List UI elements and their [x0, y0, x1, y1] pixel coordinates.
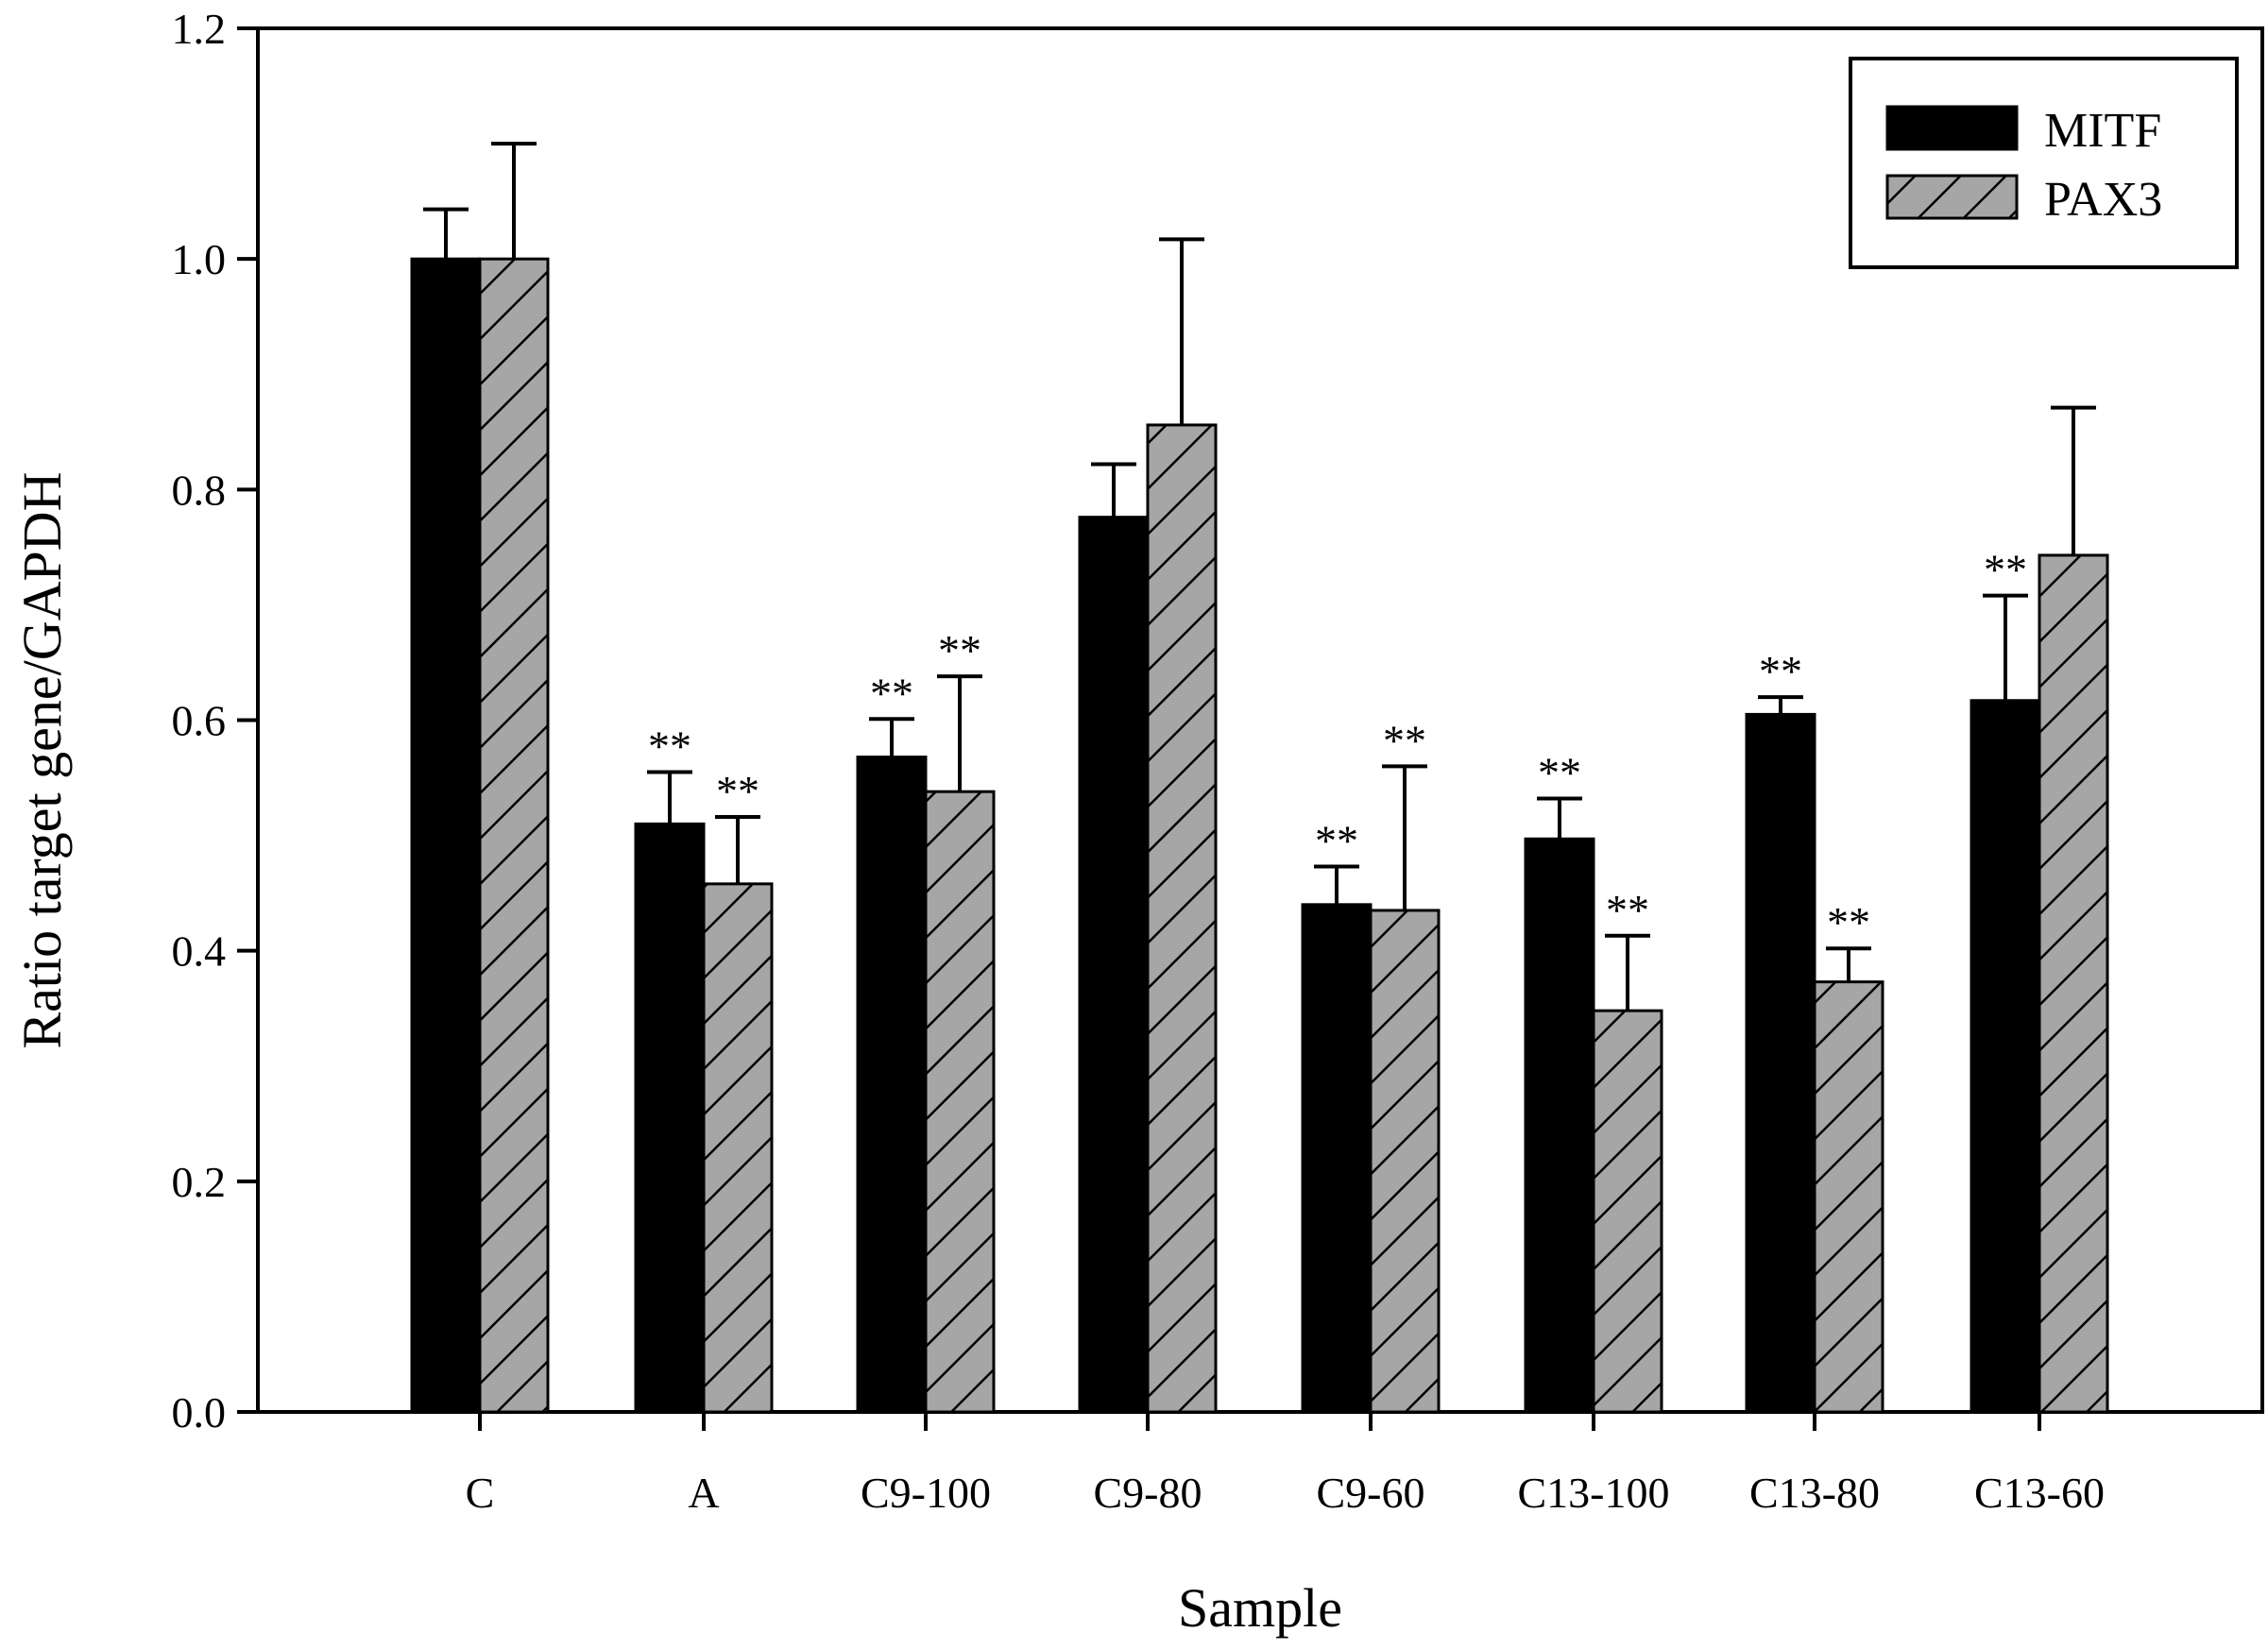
significance-label-pax3: ** — [1827, 898, 1870, 946]
y-tick-label: 0.2 — [172, 1158, 227, 1206]
significance-label-mitf: ** — [1538, 749, 1581, 797]
y-tick-label: 1.2 — [172, 5, 227, 53]
x-axis: C A C9-100 C9-80 C9-60 C13-100 C13-80 C13-60 — [466, 1412, 2105, 1517]
x-tick-label: C9-100 — [861, 1469, 991, 1517]
significance-label-pax3: ** — [1606, 886, 1649, 934]
legend-label-pax3: PAX3 — [2044, 173, 2162, 227]
x-tick-label: C9-80 — [1094, 1469, 1202, 1517]
y-tick-label: 1.0 — [172, 235, 227, 283]
bar-mitf — [1301, 903, 1373, 1414]
y-tick-label: 0.6 — [172, 697, 227, 745]
x-tick-label: A — [688, 1469, 719, 1517]
significance-label-pax3: ** — [1383, 716, 1426, 764]
significance-label-mitf: ** — [648, 722, 691, 770]
bar-pax3 — [1146, 423, 1218, 1414]
significance-label-pax3: ** — [716, 767, 759, 815]
bar-mitf — [1078, 516, 1150, 1414]
bar-pax3 — [1369, 909, 1441, 1414]
significance-label-pax3: ** — [938, 626, 981, 674]
bars: ** ** ** ** ** ** ** ** ** ** ** — [410, 142, 2109, 1414]
bar-pax3 — [2038, 553, 2109, 1414]
significance-label-mitf: ** — [1984, 546, 2027, 594]
bar-mitf — [634, 822, 706, 1414]
x-axis-title: Sample — [1178, 1577, 1342, 1639]
y-tick-label: 0.8 — [172, 466, 227, 514]
bar-mitf — [1970, 699, 2041, 1414]
bar-mitf — [1745, 712, 1816, 1414]
significance-label-mitf: ** — [870, 669, 913, 717]
x-tick-label: C13-100 — [1518, 1469, 1670, 1517]
legend-box — [1849, 57, 2239, 269]
legend-swatch-pax3 — [1885, 174, 2019, 220]
bar-pax3 — [1813, 980, 1884, 1414]
bar-pax3 — [702, 882, 774, 1414]
y-tick-label: 0.4 — [172, 927, 227, 976]
x-tick-label: C13-60 — [1974, 1469, 2105, 1517]
bar-pax3 — [924, 790, 996, 1414]
x-tick-label: C9-60 — [1317, 1469, 1425, 1517]
significance-label-mitf: ** — [1759, 647, 1802, 695]
legend-label-mitf: MITF — [2044, 104, 2161, 158]
bar-pax3 — [478, 257, 550, 1414]
significance-label-mitf: ** — [1315, 817, 1358, 865]
bar-pax3 — [1592, 1009, 1663, 1414]
x-tick-label: C — [466, 1469, 495, 1517]
legend: MITF PAX3 — [1849, 57, 2239, 269]
legend-swatch-mitf — [1885, 105, 2019, 151]
y-tick-label: 0.0 — [172, 1388, 227, 1436]
x-tick-label: C13-80 — [1749, 1469, 1880, 1517]
y-axis: 0.0 0.2 0.4 0.6 0.8 1.0 1.2 — [172, 5, 258, 1436]
bar-mitf — [856, 756, 928, 1414]
y-axis-title: Ratio target gene/GAPDH — [11, 471, 73, 1048]
bar-mitf — [410, 257, 482, 1414]
bar-mitf — [1524, 837, 1595, 1414]
